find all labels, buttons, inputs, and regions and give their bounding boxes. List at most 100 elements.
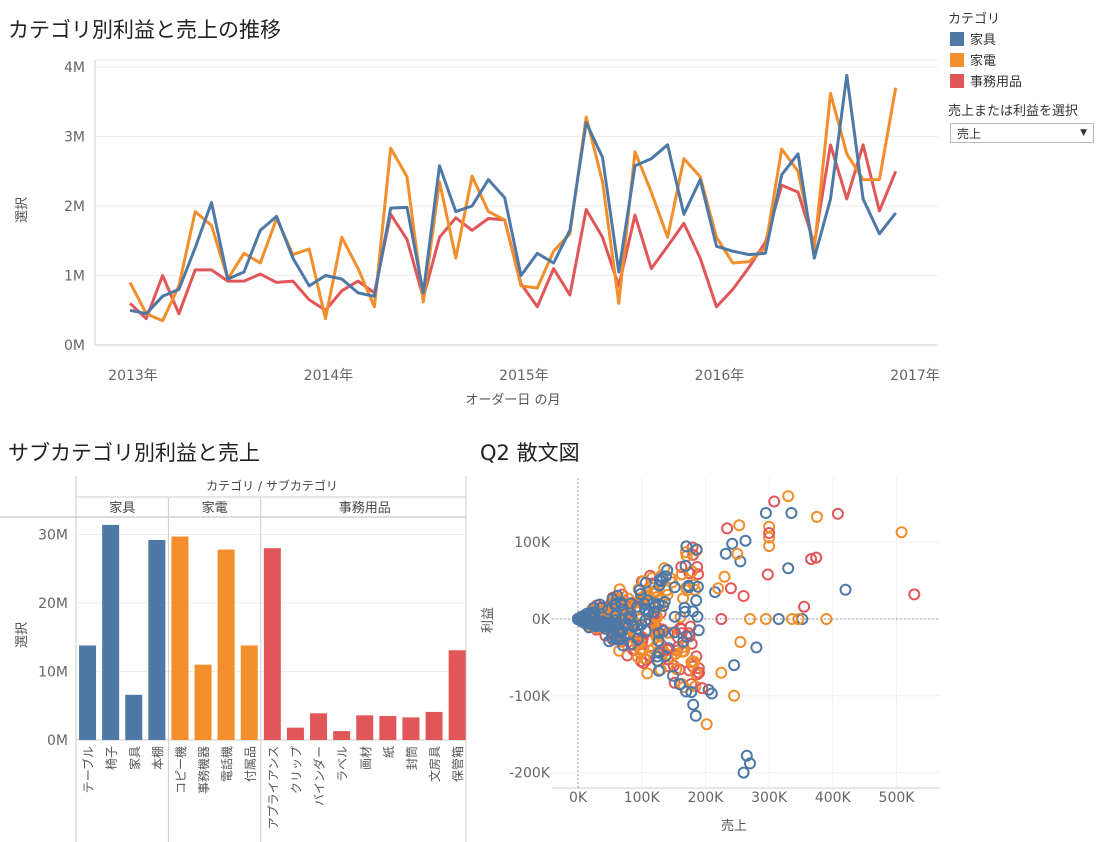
scatter-point[interactable] [810,510,823,523]
scatter-point[interactable] [658,595,671,608]
scatter-point[interactable] [687,698,700,711]
scatter-point[interactable] [895,526,908,539]
legend-item-office[interactable]: 事務用品 [950,70,1022,91]
scatter-point[interactable] [662,642,675,655]
bar-家具[interactable] [125,694,143,740]
scatter-point[interactable] [689,709,702,722]
scatter-point[interactable] [593,598,606,611]
scatter-point[interactable] [739,534,752,547]
scatter-point[interactable] [805,553,818,566]
scatter-point[interactable] [908,588,921,601]
scatter-point[interactable] [820,613,833,625]
scatter-point[interactable] [609,621,622,634]
scatter-point[interactable] [634,588,647,600]
scatter-point[interactable] [715,666,728,679]
bar-付属品[interactable] [240,645,258,740]
scatter-point[interactable] [734,555,747,568]
scatter-point[interactable] [721,522,734,535]
scatter-point[interactable] [678,601,691,614]
scatter-point[interactable] [686,655,699,668]
scatter-point[interactable] [642,605,655,618]
scatter-point[interactable] [831,507,844,520]
scatter-point[interactable] [613,583,626,596]
scatter-point[interactable] [620,617,633,630]
scatter-point[interactable] [737,590,750,602]
scatter-point[interactable] [609,599,622,612]
scatter-point[interactable] [690,543,703,556]
scatter-point[interactable] [682,581,695,594]
scatter-point[interactable] [652,634,665,647]
scatter-point[interactable] [668,626,681,639]
scatter-point[interactable] [759,613,772,625]
scatter-point[interactable] [744,757,756,770]
scatter-point[interactable] [678,605,691,618]
scatter-point[interactable] [673,678,686,691]
scatter-point[interactable] [596,601,609,614]
scatter-point[interactable] [588,607,601,620]
scatter-point[interactable] [734,636,747,648]
scatter-point[interactable] [718,570,731,583]
scatter-point[interactable] [692,624,705,637]
bar-紙[interactable] [379,716,397,740]
scatter-point[interactable] [661,564,674,577]
scatter-point[interactable] [728,659,741,672]
scatter-point[interactable] [763,527,776,539]
bar-ラベル[interactable] [333,731,351,740]
scatter-point[interactable] [576,610,589,623]
scatter-point[interactable] [668,676,681,689]
scatter-point[interactable] [680,540,693,553]
bar-保管箱[interactable] [448,650,466,740]
scatter-point[interactable] [705,687,718,700]
scatter-point[interactable] [733,519,746,532]
scatter-point[interactable] [668,610,681,623]
scatter-point[interactable] [768,495,781,508]
scatter-point[interactable] [609,632,622,645]
scatter-point[interactable] [631,633,644,646]
measure-select[interactable]: 売上 ▼ [950,123,1094,143]
scatter-point[interactable] [668,581,681,594]
scatter-point[interactable] [719,547,732,560]
scatter-point[interactable] [744,613,756,625]
bar-テーブル[interactable] [79,645,97,740]
bar-アプライアンス[interactable] [263,548,281,740]
scatter-point[interactable] [798,600,811,613]
scatter-point[interactable] [763,540,776,552]
scatter-point[interactable] [715,613,728,625]
bar-バインダー[interactable] [310,713,328,740]
scatter-point[interactable] [661,643,674,656]
scatter-point[interactable] [792,613,805,625]
legend-item-furniture[interactable]: 家具 [950,28,1022,49]
scatter-point[interactable] [616,639,629,652]
scatter-point[interactable] [696,682,709,695]
scatter-point[interactable] [693,666,705,679]
bar-コピー機[interactable] [171,536,189,740]
legend-item-electronics[interactable]: 家電 [950,49,1022,70]
scatter-point[interactable] [740,749,753,762]
bar-文房具[interactable] [425,711,443,740]
scatter-point[interactable] [656,623,669,636]
line-series-1[interactable] [128,87,898,323]
scatter-point[interactable] [726,537,739,550]
bar-事務機器[interactable] [194,664,212,740]
scatter-point[interactable] [680,630,693,643]
scatter-point[interactable] [639,625,652,637]
scatter-point[interactable] [786,613,798,625]
scatter-point[interactable] [670,662,683,675]
scatter-point[interactable] [679,559,692,572]
scatter-point[interactable] [700,718,713,731]
scatter-point[interactable] [759,507,772,519]
scatter-point[interactable] [737,766,750,779]
scatter-point[interactable] [761,568,774,581]
scatter-point[interactable] [772,613,785,625]
scatter-point[interactable] [651,655,664,667]
scatter-point[interactable] [667,669,679,682]
scatter-point[interactable] [603,635,616,648]
bar-クリップ[interactable] [286,727,304,740]
scatter-point[interactable] [606,593,619,606]
scatter-point[interactable] [782,562,795,575]
scatter-point[interactable] [712,582,725,595]
scatter-point[interactable] [731,547,744,560]
line-series-0[interactable] [129,73,897,316]
scatter-point[interactable] [690,594,703,607]
scatter-point[interactable] [763,531,776,544]
